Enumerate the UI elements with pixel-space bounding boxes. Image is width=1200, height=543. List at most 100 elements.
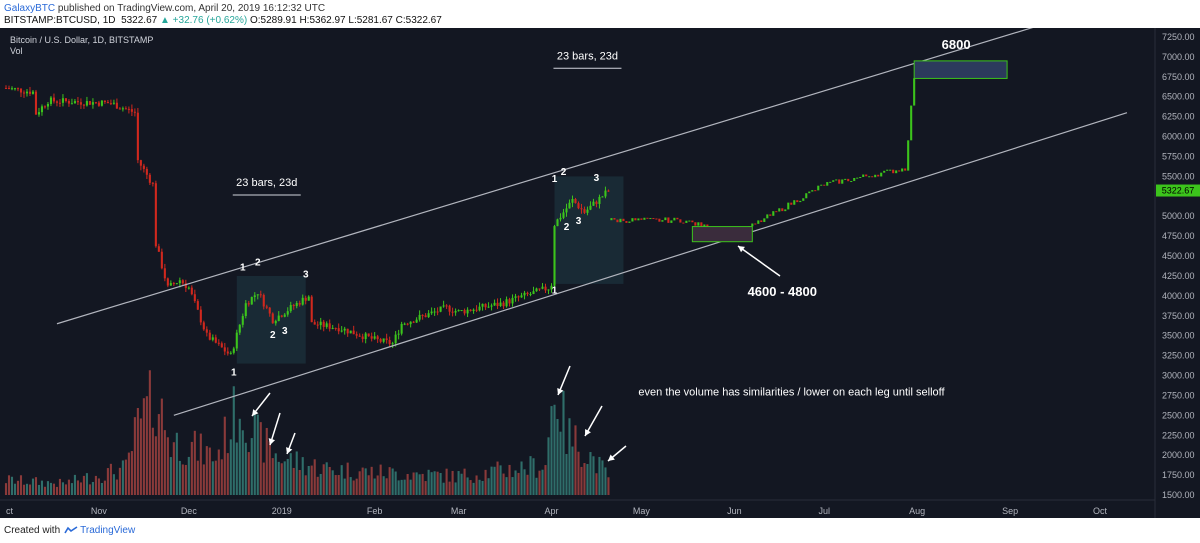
volume-bar [304, 475, 307, 495]
volume-bar [511, 477, 514, 495]
volume-bar [280, 463, 283, 495]
volume-bar [580, 466, 583, 495]
projected-candle [862, 174, 865, 178]
volume-bar [409, 479, 412, 495]
projected-candle [703, 224, 706, 228]
arrow-annotation [737, 245, 781, 277]
candle-body [367, 333, 370, 337]
candle-body [484, 303, 487, 308]
volume-bar [85, 473, 88, 495]
candle-body [439, 306, 442, 312]
volume-bar [292, 467, 295, 495]
volume-bar [553, 404, 556, 495]
candle-body [91, 102, 94, 105]
price-chart[interactable]: 7250.00 7000.00 6750.00 6500.00 6250.00 6000.… [0, 28, 1200, 518]
volume-bar [502, 473, 505, 495]
volume-bar [427, 469, 430, 495]
y-tick-label: 5750.00 [1162, 151, 1195, 161]
volume-bar [568, 418, 571, 495]
projected-candle [802, 198, 805, 201]
volume-bar [127, 452, 130, 495]
volume-bar [562, 390, 565, 495]
candle-body [328, 323, 331, 329]
volume-bar [25, 483, 29, 495]
candle-body [562, 212, 565, 218]
arrow-head [608, 454, 615, 461]
volume-bar [592, 456, 595, 495]
pattern-box [236, 275, 306, 364]
arrow-head [252, 409, 259, 416]
volume-bar [403, 479, 406, 495]
candle-body [301, 297, 304, 305]
projected-candle [880, 172, 883, 177]
projected-candle [895, 170, 898, 174]
candle-body [34, 91, 38, 115]
projected-candle [766, 214, 769, 219]
volume-bar [544, 465, 547, 495]
y-tick-label: 2500.00 [1162, 410, 1195, 420]
volume-bar [223, 416, 226, 495]
arrow-annotation [268, 412, 281, 446]
projected-candle [628, 221, 631, 223]
candle-body [598, 196, 601, 204]
candle-body [118, 108, 121, 110]
candle-body [349, 330, 352, 334]
arrow-head [268, 438, 276, 445]
x-tick-label: Jun [727, 506, 742, 516]
projected-candle [838, 179, 841, 184]
candle-body [259, 294, 262, 296]
volume-bar [250, 438, 253, 495]
projected-candle [775, 211, 778, 213]
candle-body [490, 305, 493, 307]
point-label: 1 [231, 368, 237, 379]
projected-candle [664, 217, 667, 221]
x-tick-label: Feb [367, 506, 383, 516]
volume-bar [313, 459, 316, 495]
volume-bar [505, 477, 508, 495]
candle-body [22, 92, 26, 94]
point-label: 3 [576, 216, 582, 227]
volume-bar [103, 480, 106, 495]
candle-body [574, 198, 577, 204]
chart-area[interactable]: 7250.00 7000.00 6750.00 6500.00 6250.00 6000.… [0, 28, 1200, 518]
volume-bar [247, 452, 250, 495]
tradingview-brand[interactable]: TradingView [80, 525, 136, 536]
candle-body [67, 101, 70, 104]
candle-body [148, 174, 151, 183]
volume-bar [76, 480, 79, 495]
candle-body [187, 287, 190, 289]
volume-bar [364, 468, 367, 495]
projected-candle [781, 208, 784, 212]
volume-bar [469, 480, 472, 495]
candle-body [424, 315, 427, 318]
candle-body [520, 295, 523, 298]
publisher-name[interactable]: GalaxyBTC [4, 3, 56, 14]
quote-line: BITSTAMP:BTCUSD, 1D 5322.67 ▲ +32.76 (+0… [4, 15, 442, 26]
candle-body [70, 103, 73, 105]
candle-body [97, 102, 100, 106]
volume-bar [70, 483, 73, 495]
volume-bar [433, 471, 436, 495]
candle-body [535, 288, 538, 292]
volume-bar [121, 460, 124, 495]
volume-bar [175, 432, 178, 495]
volume-bar [424, 481, 427, 495]
candle-body [133, 111, 136, 113]
y-tick-label: 3750.00 [1162, 311, 1195, 321]
candle-body [361, 336, 364, 340]
channel-line [56, 28, 1034, 325]
arrow-shaft [737, 245, 781, 277]
candle-body [388, 339, 391, 345]
volume-bar [373, 478, 376, 495]
candle-body [232, 348, 235, 353]
volume-bar [139, 418, 142, 495]
candle-body [580, 208, 583, 210]
projected-candle [751, 223, 754, 227]
y-tick-label: 2250.00 [1162, 430, 1195, 440]
candle-body [31, 91, 35, 94]
volume-bar [349, 477, 352, 495]
candle-body [193, 294, 196, 302]
volume-bar [205, 446, 208, 495]
volume-bar [43, 486, 47, 495]
projected-candle [679, 219, 682, 223]
